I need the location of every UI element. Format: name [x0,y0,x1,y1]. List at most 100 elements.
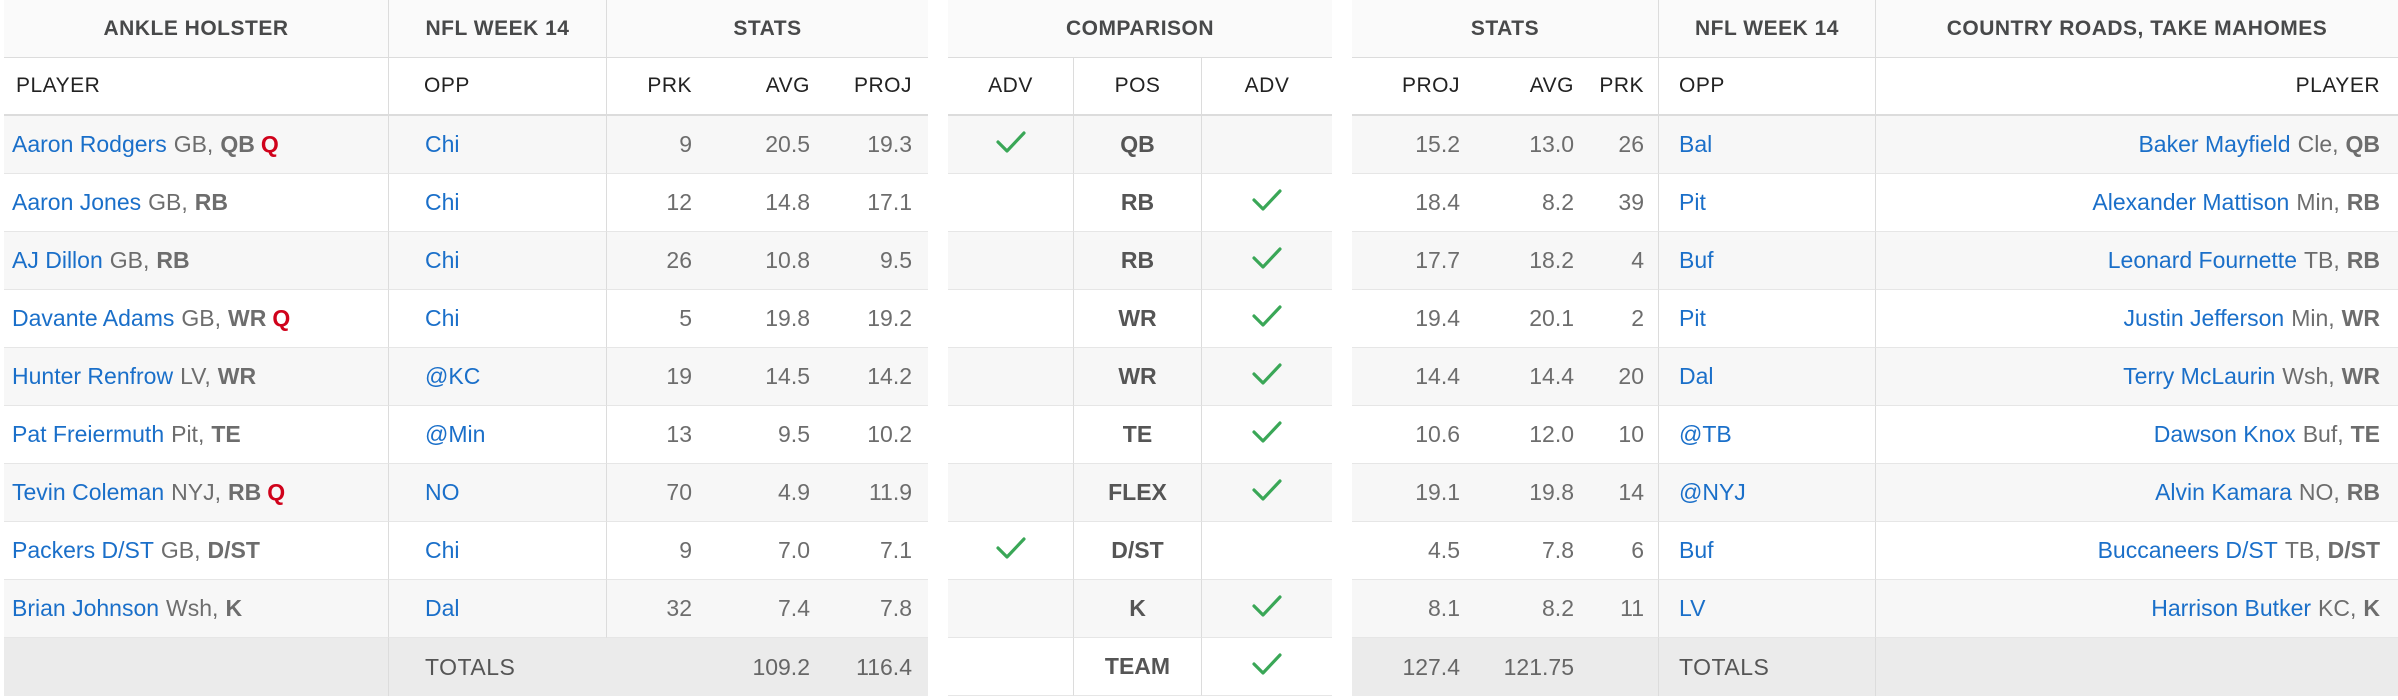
player-team: GB, [173,131,214,157]
left-totals-label: TOTALS [389,638,607,696]
player-team: Wsh, [2282,363,2335,389]
player-proj: 19.4 [1352,290,1474,348]
opponent-link[interactable]: Chi [389,232,607,290]
player-name-link[interactable]: Alexander Mattison [2092,189,2290,215]
adv-right-cell [1202,638,1332,696]
opponent-link[interactable]: Chi [389,174,607,232]
opponent-link[interactable]: Buf [1658,232,1876,290]
player-prk: 12 [607,174,706,232]
opponent-link[interactable]: Pit [1658,174,1876,232]
checkmark-icon [995,129,1027,161]
player-prk: 20 [1588,348,1658,406]
opponent-link[interactable]: Pit [1658,290,1876,348]
adv-left-cell [948,348,1074,406]
player-name-link[interactable]: Pat Freiermuth [12,421,165,447]
comparison-position: D/ST [1074,522,1202,580]
player-team: Wsh, [166,595,219,621]
opponent-link[interactable]: Chi [389,522,607,580]
player-name-link[interactable]: Terry McLaurin [2123,363,2276,389]
player-cell: Alvin Kamara NO, RB [1876,464,2398,522]
adv-right-cell [1202,522,1332,580]
opponent-link[interactable]: @NYJ [1658,464,1876,522]
player-prk: 2 [1588,290,1658,348]
player-avg: 18.2 [1474,232,1588,290]
opponent-link[interactable]: @TB [1658,406,1876,464]
player-proj: 7.1 [824,522,928,580]
player-name-link[interactable]: Tevin Coleman [12,479,165,505]
player-name-link[interactable]: Harrison Butker [2151,595,2312,621]
opponent-link[interactable]: @Min [389,406,607,464]
player-name-link[interactable]: Davante Adams [12,305,175,331]
adv-left-cell [948,406,1074,464]
opponent-link[interactable]: @KC [389,348,607,406]
player-name-link[interactable]: Dawson Knox [2153,421,2296,447]
opponent-link[interactable]: Buf [1658,522,1876,580]
player-position: RB [227,479,262,505]
player-position: TE [211,421,241,447]
player-team: Cle, [2297,131,2339,157]
player-name-link[interactable]: Packers D/ST [12,537,154,563]
comparison-position: RB [1074,232,1202,290]
opponent-link[interactable]: Bal [1658,116,1876,174]
player-avg: 14.8 [706,174,824,232]
player-proj: 8.1 [1352,580,1474,638]
player-cell: Davante Adams GB, WR Q [4,290,389,348]
player-proj: 14.2 [824,348,928,406]
opponent-link[interactable]: Dal [389,580,607,638]
opponent-link[interactable]: Dal [1658,348,1876,406]
comparison-table: COMPARISON ADV POS ADV QB RB RB WR WR TE FLEX D… [948,0,1332,700]
checkmark-icon [1251,477,1283,509]
left-stats-header: STATS [607,0,928,58]
player-team: NO, [2298,479,2340,505]
player-name-link[interactable]: AJ Dillon [12,247,103,273]
player-name-link[interactable]: Aaron Rodgers [12,131,167,157]
player-name-link[interactable]: Aaron Jones [12,189,142,215]
player-avg: 13.0 [1474,116,1588,174]
adv-left-cell [948,580,1074,638]
player-name-link[interactable]: Alvin Kamara [2155,479,2292,505]
right-team-table: STATS NFL WEEK 14 COUNTRY ROADS, TAKE MA… [1352,0,2398,700]
left-totals-proj: 116.4 [824,638,928,696]
player-avg: 19.8 [1474,464,1588,522]
player-name-link[interactable]: Hunter Renfrow [12,363,174,389]
checkmark-icon [1251,593,1283,625]
left-col-player: PLAYER [4,58,389,116]
player-cell: Harrison Butker KC, K [1876,580,2398,638]
player-name-link[interactable]: Leonard Fournette [2107,247,2297,273]
player-position: QB [2345,131,2381,157]
right-totals-prk-blank [1588,638,1658,696]
player-prk: 19 [607,348,706,406]
player-name-link[interactable]: Justin Jefferson [2123,305,2285,331]
player-name-link[interactable]: Baker Mayfield [2138,131,2291,157]
player-name-link[interactable]: Brian Johnson [12,595,160,621]
player-proj: 19.3 [824,116,928,174]
comparison-position: TE [1074,406,1202,464]
player-prk: 13 [607,406,706,464]
injury-status-badge: Q [272,305,291,331]
player-name-link[interactable]: Buccaneers D/ST [2097,537,2278,563]
checkmark-icon [1251,419,1283,451]
adv-left-cell [948,116,1074,174]
player-avg: 14.5 [706,348,824,406]
left-team-name: ANKLE HOLSTER [4,0,389,58]
opponent-link[interactable]: NO [389,464,607,522]
player-avg: 20.5 [706,116,824,174]
player-team: Min, [2291,305,2335,331]
player-cell: Aaron Rodgers GB, QB Q [4,116,389,174]
player-prk: 26 [1588,116,1658,174]
right-col-proj: PROJ [1352,58,1474,116]
right-stats-header: STATS [1352,0,1658,58]
comparison-col-pos: POS [1074,58,1202,116]
comparison-header: COMPARISON [948,0,1332,58]
checkmark-icon [1251,361,1283,393]
left-col-avg: AVG [706,58,824,116]
adv-right-cell [1202,290,1332,348]
opponent-link[interactable]: Chi [389,116,607,174]
opponent-link[interactable]: Chi [389,290,607,348]
player-avg: 7.8 [1474,522,1588,580]
player-position: K [2363,595,2380,621]
player-position: WR [2341,305,2380,331]
opponent-link[interactable]: LV [1658,580,1876,638]
player-position: WR [217,363,257,389]
player-position: RB [2346,247,2380,273]
